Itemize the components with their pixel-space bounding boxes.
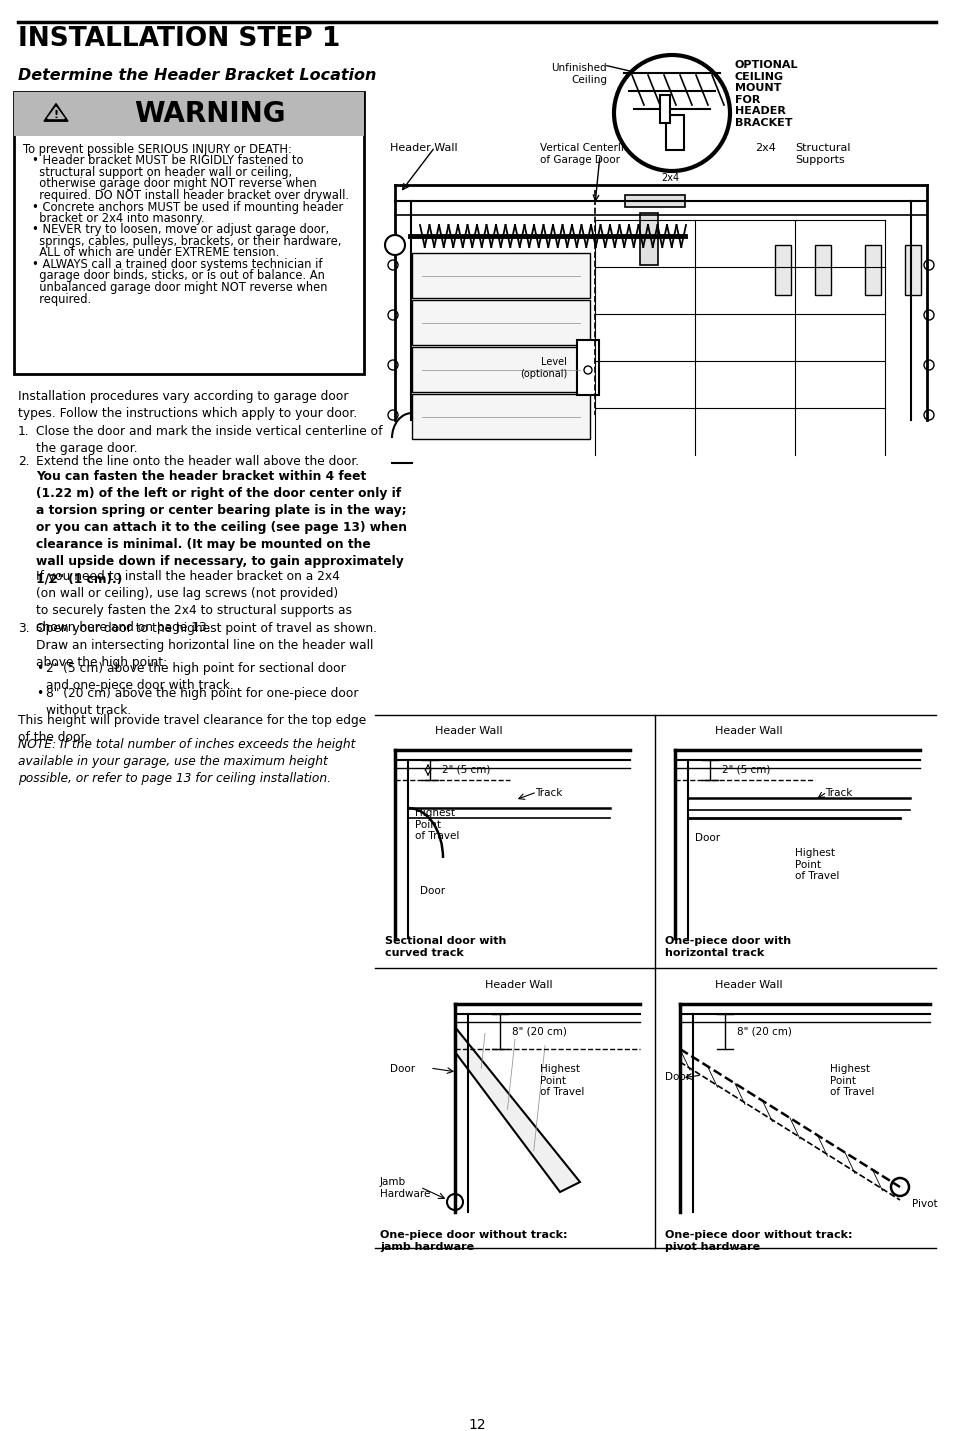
Bar — [624, 195, 684, 207]
Text: 2" (5 cm) above the high point for sectional door
and one-piece door with track.: 2" (5 cm) above the high point for secti… — [46, 663, 345, 693]
Text: 2" (5 cm): 2" (5 cm) — [441, 766, 490, 776]
Text: Level
(optional): Level (optional) — [519, 358, 566, 379]
Bar — [665, 114, 683, 150]
Bar — [14, 92, 364, 136]
Text: WARNING: WARNING — [134, 100, 286, 127]
Text: garage door binds, sticks, or is out of balance. An: garage door binds, sticks, or is out of … — [32, 269, 325, 282]
Text: If you need to install the header bracket on a 2x4
(on wall or ceiling), use lag: If you need to install the header bracke… — [36, 570, 352, 634]
Circle shape — [923, 311, 933, 321]
Bar — [904, 245, 920, 295]
Bar — [639, 213, 658, 265]
Circle shape — [388, 260, 397, 270]
Text: Highest
Point
of Travel: Highest Point of Travel — [415, 809, 459, 841]
Text: unbalanced garage door might NOT reverse when: unbalanced garage door might NOT reverse… — [32, 280, 327, 293]
Text: required. DO NOT install header bracket over drywall.: required. DO NOT install header bracket … — [32, 189, 349, 202]
Text: Door: Door — [664, 1072, 689, 1082]
Circle shape — [388, 361, 397, 371]
Text: required.: required. — [32, 292, 91, 305]
Bar — [412, 253, 589, 298]
Text: !: ! — [53, 110, 58, 120]
Text: •: • — [36, 663, 43, 675]
Bar — [412, 394, 589, 439]
Circle shape — [890, 1178, 908, 1196]
Text: 2" (5 cm): 2" (5 cm) — [721, 766, 770, 776]
Circle shape — [923, 361, 933, 371]
Text: Structural
Supports: Structural Supports — [794, 143, 850, 165]
Text: springs, cables, pulleys, brackets, or their hardware,: springs, cables, pulleys, brackets, or t… — [32, 235, 341, 248]
Text: Highest
Point
of Travel: Highest Point of Travel — [829, 1065, 874, 1098]
Text: Installation procedures vary according to garage door
types. Follow the instruct: Installation procedures vary according t… — [18, 391, 356, 421]
Circle shape — [388, 411, 397, 421]
Text: To prevent possible SERIOUS INJURY or DEATH:: To prevent possible SERIOUS INJURY or DE… — [23, 143, 292, 156]
Bar — [659, 94, 669, 123]
Text: Header Wall: Header Wall — [484, 980, 552, 990]
Text: 1.: 1. — [18, 425, 30, 438]
Circle shape — [923, 411, 933, 421]
Text: 8" (20 cm): 8" (20 cm) — [512, 1026, 566, 1036]
Text: Extend the line onto the header wall above the door.: Extend the line onto the header wall abo… — [36, 455, 359, 468]
Text: Close the door and mark the inside vertical centerline of
the garage door.: Close the door and mark the inside verti… — [36, 425, 382, 455]
Text: • NEVER try to loosen, move or adjust garage door,: • NEVER try to loosen, move or adjust ga… — [32, 223, 329, 236]
Text: OPTIONAL
CEILING
MOUNT
FOR
HEADER
BRACKET: OPTIONAL CEILING MOUNT FOR HEADER BRACKE… — [734, 60, 798, 127]
Text: Open your door to the highest point of travel as shown.
Draw an intersecting hor: Open your door to the highest point of t… — [36, 622, 376, 670]
Text: 8" (20 cm): 8" (20 cm) — [737, 1026, 791, 1036]
Text: ALL of which are under EXTREME tension.: ALL of which are under EXTREME tension. — [32, 246, 279, 259]
Text: One-piece door without track:
pivot hardware: One-piece door without track: pivot hard… — [664, 1231, 852, 1252]
Text: One-piece door without track:
jamb hardware: One-piece door without track: jamb hardw… — [379, 1231, 567, 1252]
Bar — [577, 341, 598, 395]
Text: • Concrete anchors MUST be used if mounting header: • Concrete anchors MUST be used if mount… — [32, 200, 343, 213]
Text: Highest
Point
of Travel: Highest Point of Travel — [539, 1065, 584, 1098]
Circle shape — [583, 366, 592, 373]
Bar — [864, 245, 880, 295]
Text: Pivot: Pivot — [911, 1199, 937, 1209]
Text: This height will provide travel clearance for the top edge
of the door.: This height will provide travel clearanc… — [18, 714, 366, 744]
Text: Door: Door — [695, 833, 720, 843]
Text: Jamb
Hardware: Jamb Hardware — [379, 1178, 430, 1199]
Circle shape — [614, 54, 729, 170]
Text: Door: Door — [390, 1065, 415, 1075]
Text: bracket or 2x4 into masonry.: bracket or 2x4 into masonry. — [32, 212, 204, 225]
Text: 2x4: 2x4 — [754, 143, 775, 153]
Polygon shape — [48, 107, 64, 119]
Bar — [14, 92, 364, 373]
Text: • ALWAYS call a trained door systems technician if: • ALWAYS call a trained door systems tec… — [32, 258, 322, 270]
Text: Track: Track — [535, 788, 561, 798]
Bar — [814, 245, 830, 295]
Text: Vertical Centerline
of Garage Door: Vertical Centerline of Garage Door — [539, 143, 637, 165]
Text: One-piece door with
horizontal track: One-piece door with horizontal track — [664, 936, 790, 957]
Circle shape — [923, 260, 933, 270]
Text: Sectional door with
curved track: Sectional door with curved track — [385, 936, 506, 957]
Text: INSTALLATION STEP 1: INSTALLATION STEP 1 — [18, 26, 340, 52]
Text: Header Wall: Header Wall — [435, 726, 502, 736]
Bar — [412, 301, 589, 345]
Circle shape — [447, 1193, 462, 1211]
Text: 2.: 2. — [18, 455, 30, 468]
Text: Highest
Point
of Travel: Highest Point of Travel — [794, 849, 839, 881]
Bar — [774, 245, 790, 295]
Text: 8" (20 cm) above the high point for one-piece door
without track.: 8" (20 cm) above the high point for one-… — [46, 687, 358, 717]
Text: structural support on header wall or ceiling,: structural support on header wall or cei… — [32, 166, 292, 179]
Text: You can fasten the header bracket within 4 feet
(1.22 m) of the left or right of: You can fasten the header bracket within… — [36, 469, 407, 585]
Bar — [412, 346, 589, 392]
Text: Door: Door — [419, 886, 445, 896]
Polygon shape — [455, 1027, 579, 1192]
Text: Header Wall: Header Wall — [390, 143, 457, 153]
Text: 2x4: 2x4 — [660, 173, 679, 183]
Circle shape — [385, 235, 405, 255]
Text: Header Wall: Header Wall — [714, 980, 781, 990]
Text: otherwise garage door might NOT reverse when: otherwise garage door might NOT reverse … — [32, 177, 316, 190]
Polygon shape — [44, 103, 68, 122]
Circle shape — [388, 311, 397, 321]
Text: •: • — [36, 687, 43, 700]
Text: Determine the Header Bracket Location: Determine the Header Bracket Location — [18, 69, 376, 83]
Text: Track: Track — [824, 788, 851, 798]
Text: 3.: 3. — [18, 622, 30, 635]
Text: • Header bracket MUST be RIGIDLY fastened to: • Header bracket MUST be RIGIDLY fastene… — [32, 155, 303, 167]
Text: Unfinished
Ceiling: Unfinished Ceiling — [551, 63, 606, 84]
Text: 12: 12 — [468, 1418, 485, 1431]
Text: Header Wall: Header Wall — [714, 726, 781, 736]
Text: NOTE: If the total number of inches exceeds the height
available in your garage,: NOTE: If the total number of inches exce… — [18, 738, 355, 786]
